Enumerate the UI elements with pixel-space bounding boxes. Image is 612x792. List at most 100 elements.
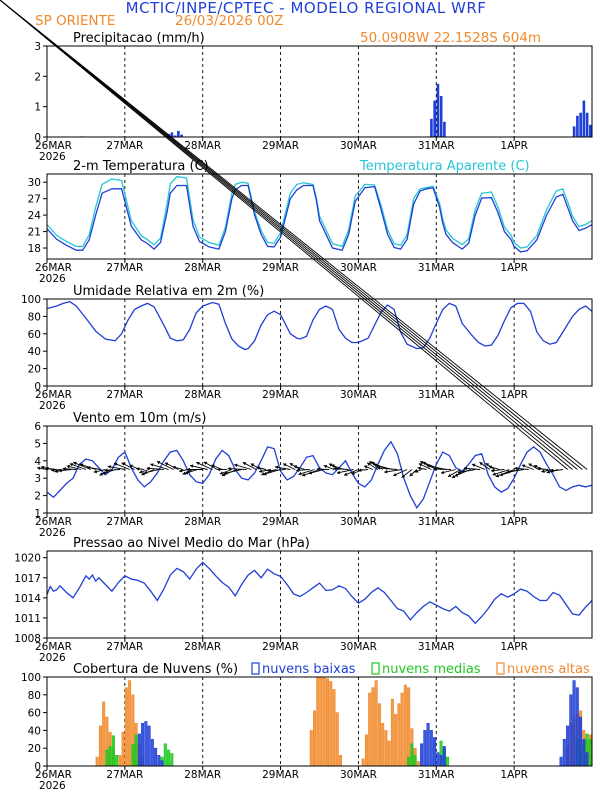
x-tick-label: 26MAR (35, 769, 72, 781)
cloud-bar (442, 746, 446, 767)
wind-vector-head (358, 468, 362, 472)
x-tick-label: 27MAR (106, 262, 143, 274)
y-tick-label: 1 (34, 508, 41, 520)
wind-vector-head (190, 464, 194, 468)
x-tick-label: 27MAR (106, 140, 143, 152)
cloud-bar (131, 744, 135, 767)
cloud-bar (361, 758, 365, 767)
wind-vector-head (537, 467, 541, 471)
panel-title: 2-m Temperatura (C) (73, 159, 209, 174)
cloud-legend: nuvens baixas nuvens medias nuvens altas (251, 662, 590, 677)
wind-vector-head (364, 465, 368, 469)
wind-vector-head (550, 469, 554, 473)
precip-bar (170, 132, 174, 137)
wind-vector-head (401, 474, 406, 478)
series-precipitacao (79, 83, 592, 137)
panel-precip: 0 1 2 3 26MAR 27MAR 28MAR 29MAR 30MAR 31MAR 1APR 20… (34, 31, 593, 163)
wind-vector-head (371, 461, 375, 466)
cloud-bar (325, 678, 330, 767)
y-tick-label: 3 (34, 473, 41, 485)
legend-swatch (371, 662, 380, 675)
series-nuvens-baixas (137, 680, 589, 767)
cloud-bar (364, 734, 368, 767)
cloud-bar (154, 747, 158, 767)
wind-vector-head (275, 465, 279, 470)
cloud-bar (329, 681, 333, 767)
cloud-bar (403, 684, 407, 767)
x-tick-label: 29MAR (262, 262, 299, 274)
wind-vector-head (221, 472, 226, 477)
wind-vector-head (454, 473, 459, 477)
precip-bar (576, 115, 579, 137)
wind-vector-head (107, 465, 112, 469)
wind-vector-head (298, 471, 302, 476)
cloud-bar (582, 738, 586, 767)
cloud-bar (439, 755, 443, 767)
wind-vector-head (490, 468, 495, 473)
wind-vector-head (409, 472, 414, 477)
cloud-bar (420, 743, 424, 767)
wind-vector-head (336, 470, 341, 475)
cloud-bar (160, 760, 164, 767)
wind-vector-head (426, 464, 430, 468)
wind-vector-head (499, 472, 504, 477)
legend-swatch (496, 662, 505, 675)
wind-vector-head (267, 468, 271, 473)
cloud-bar (121, 731, 125, 767)
cloud-bar (368, 692, 372, 767)
cloud-bar (313, 710, 317, 767)
wind-vector-head (66, 464, 71, 469)
y-tick-label: 40 (28, 346, 41, 358)
wind-vector-head (283, 463, 287, 467)
wind-vector-head (546, 470, 551, 474)
wind-vector-head (211, 464, 215, 468)
cloud-bar (588, 738, 592, 767)
wind-vector-head (242, 462, 247, 466)
panel-clouds: 0 20 40 60 80 100 26MAR 27MAR 28MAR 29MAR 30MAR 31M… (21, 662, 593, 792)
x-tick-label: 1APR (500, 389, 528, 401)
wind-vector (223, 469, 242, 474)
wind-vector-head (301, 473, 306, 477)
x-tick-label: 28MAR (184, 641, 221, 653)
panel-temp: 18 21 24 27 30 26MAR 27MAR 28MAR 29MAR 30MAR 31MAR… (28, 159, 593, 285)
cloud-bar (397, 703, 401, 767)
cloud-bar (426, 722, 430, 767)
cloud-bar (413, 755, 417, 767)
x-year-label: 2026 (39, 527, 66, 539)
wind-vector (384, 469, 403, 473)
x-year-label: 2026 (39, 151, 66, 163)
panel-rh: 0 20 40 60 80 100 26MAR 27MAR 28MAR 29MAR 30MAR 31M… (21, 284, 593, 412)
header-title: MCTIC/INPE/CPTEC - MODELO REGIONAL WRF (126, 0, 487, 17)
y-tick-label: 60 (28, 329, 41, 341)
panel-frame (46, 298, 593, 387)
precip-bar (439, 96, 443, 137)
cloud-bar (394, 714, 398, 767)
cloud-bar (144, 721, 148, 767)
y-tick-label: 30 (28, 177, 41, 189)
wind-vector-head (495, 473, 500, 478)
wind-vector-head (179, 468, 183, 473)
wind-vector-head (492, 472, 497, 476)
cloud-bar (108, 746, 112, 767)
cloud-bar (569, 694, 573, 767)
panel-frame (46, 173, 593, 260)
wind-vector (189, 465, 208, 470)
cloud-bar (95, 756, 99, 767)
x-tick-label: 31MAR (418, 516, 455, 528)
precip-bar (436, 83, 440, 137)
y-tick-label: 20 (28, 743, 41, 755)
legend-label: nuvens baixas (262, 662, 356, 677)
wind-vector-head (217, 467, 221, 472)
wind-vector-head (331, 464, 335, 468)
wind-vector-head (54, 469, 59, 473)
y-tick-label: 21 (28, 227, 41, 239)
series-line-vento-em-10m (46, 440, 593, 510)
y-tick-label: 100 (21, 672, 41, 684)
cloud-bar (446, 756, 450, 767)
cloud-bar (98, 725, 102, 767)
wind-vector-head (87, 465, 91, 470)
x-tick-label: 30MAR (340, 140, 377, 152)
y-tick-label: 1014 (14, 593, 41, 605)
wind-vector-head (448, 473, 452, 477)
